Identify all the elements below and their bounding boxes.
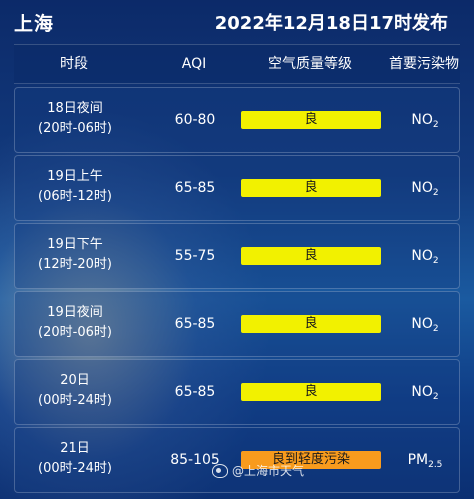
aqi-range: 65-85	[174, 180, 216, 196]
period-day: 19日下午	[47, 237, 103, 252]
watermark-text: @上海市天气	[232, 464, 305, 478]
pollutant-subscript: 2	[432, 324, 439, 334]
period-cell: 19日夜间 (20时-06时)	[15, 303, 135, 343]
period-day: 18日夜间	[47, 101, 103, 116]
pollutant-subscript: 2	[432, 256, 439, 266]
city-title: 上海	[14, 13, 55, 35]
pollutant-cell: NO2	[385, 224, 465, 288]
pollutant-name: NO	[411, 112, 433, 128]
period-cell: 20日 (00时-24时)	[15, 371, 135, 411]
period-day: 20日	[60, 373, 90, 388]
period-day: 21日	[60, 441, 90, 456]
period-cell: 19日下午 (12时-20时)	[15, 235, 135, 275]
pollutant-cell: NO2	[385, 292, 465, 356]
period-hours: (20时-06时)	[38, 325, 112, 340]
aqi-range: 65-85	[174, 384, 216, 400]
period-cell: 19日上午 (06时-12时)	[15, 167, 135, 207]
weibo-icon	[212, 463, 228, 478]
pollutant-subscript: 2.5	[428, 460, 443, 470]
pollutant-subscript: 2	[432, 188, 439, 198]
period-hours: (00时-24时)	[38, 461, 112, 476]
pollutant-name: NO	[411, 316, 433, 332]
period-hours: (00时-24时)	[38, 393, 112, 408]
pollutant-subscript: 2	[432, 392, 439, 402]
pollutant-name: NO	[411, 248, 433, 264]
column-header-aqi: AQI	[181, 56, 207, 72]
table-row: 18日夜间 (20时-06时) 60-80 良 NO2	[14, 87, 460, 153]
table-row: 19日夜间 (20时-06时) 65-85 良 NO2	[14, 291, 460, 357]
level-badge: 良到轻度污染	[241, 451, 381, 469]
period-cell: 18日夜间 (20时-06时)	[15, 99, 135, 139]
level-badge: 良	[241, 179, 381, 197]
period-hours: (06时-12时)	[38, 189, 112, 204]
pollutant-subscript: 2	[432, 120, 439, 130]
aqi-range: 60-80	[174, 112, 216, 128]
pollutant-name: NO	[411, 384, 433, 400]
table-row: 19日上午 (06时-12时) 65-85 良 NO2	[14, 155, 460, 221]
aqi-range: 65-85	[174, 316, 216, 332]
level-badge: 良	[241, 111, 381, 129]
level-badge: 良	[241, 247, 381, 265]
table-row: 19日下午 (12时-20时) 55-75 良 NO2	[14, 223, 460, 289]
table-row: 20日 (00时-24时) 65-85 良 NO2	[14, 359, 460, 425]
pollutant-cell: NO2	[385, 88, 465, 152]
aqi-range: 55-75	[174, 248, 216, 264]
level-badge: 良	[241, 383, 381, 401]
period-day: 19日上午	[47, 169, 103, 184]
table-header: 时段 AQI 空气质量等级 首要污染物	[14, 44, 460, 84]
period-cell: 21日 (00时-24时)	[15, 439, 135, 479]
period-day: 19日夜间	[47, 305, 103, 320]
table-row: 21日 (00时-24时) 85-105 良到轻度污染 PM2.5	[14, 427, 460, 493]
column-header-period: 时段	[60, 56, 88, 72]
pollutant-cell: NO2	[385, 156, 465, 220]
pollutant-name: PM	[407, 452, 429, 468]
aqi-range: 85-105	[170, 452, 220, 468]
level-badge: 良	[241, 315, 381, 333]
period-hours: (12时-20时)	[38, 257, 112, 272]
column-header-level: 空气质量等级	[268, 56, 352, 72]
period-hours: (20时-06时)	[38, 121, 112, 136]
pollutant-cell: NO2	[385, 360, 465, 424]
pollutant-name: NO	[411, 180, 433, 196]
publish-time: 2022年12月18日17时发布	[214, 13, 448, 34]
watermark: @上海市天气	[212, 462, 304, 479]
column-header-pollutant: 首要污染物	[389, 56, 459, 72]
pollutant-cell: PM2.5	[385, 428, 465, 492]
